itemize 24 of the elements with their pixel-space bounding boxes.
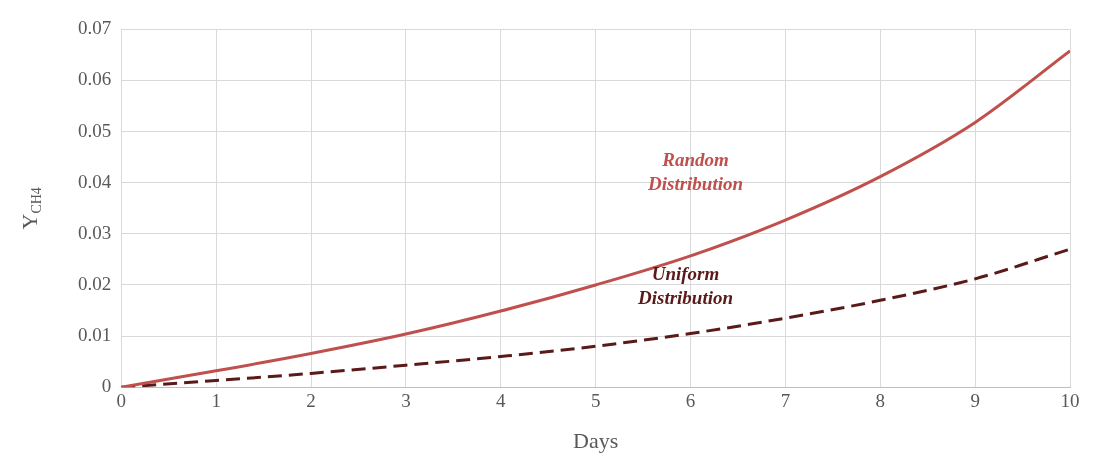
x-axis-title: Days [573, 427, 619, 453]
y-tick-label: 0.06 [78, 68, 112, 90]
line-series [121, 49, 1070, 388]
series-label: Uniform Distribution [636, 263, 734, 309]
x-tick-label: 10 [1060, 389, 1080, 411]
y-tick-label: 0.01 [78, 324, 112, 346]
text: Random Distribution [646, 148, 744, 194]
y-axis-title: YCH4 [17, 187, 44, 230]
x-tick-label: 5 [590, 389, 601, 411]
x-tick-label: 0 [116, 389, 126, 411]
y-tick-label: 0.02 [78, 272, 112, 294]
y-tick-label: 0.07 [78, 17, 112, 39]
y-tick-label: 0.05 [78, 119, 112, 141]
y-tick-label: 0.03 [78, 221, 112, 243]
y-tick-label: 0.04 [78, 170, 112, 192]
x-tick-label: 2 [306, 389, 316, 411]
x-tick-label: 7 [780, 389, 791, 411]
x-tick-label: 8 [875, 389, 885, 411]
x-tick-label: 4 [496, 389, 506, 411]
x-tick-label: 1 [211, 389, 221, 411]
x-tick-label: 6 [685, 389, 696, 411]
x-tick-label: 9 [970, 389, 980, 411]
x-tick-label: 3 [401, 389, 411, 411]
y-tick-label: 0 [101, 375, 112, 397]
